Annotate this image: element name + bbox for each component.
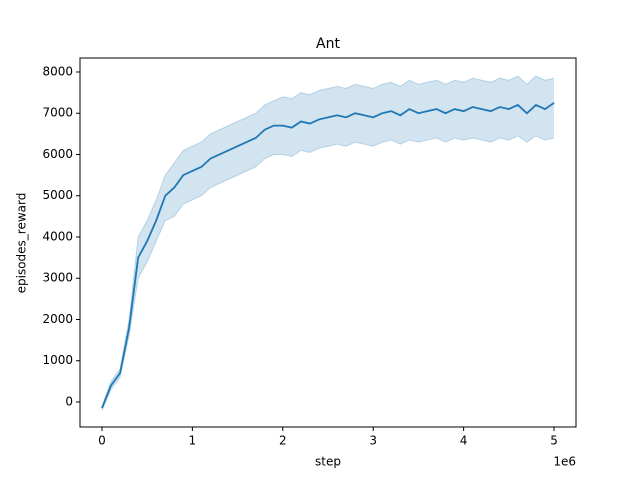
y-tick-label: 7000 xyxy=(42,106,73,120)
band-edge xyxy=(101,75,555,407)
x-tick-label: 4 xyxy=(460,434,468,448)
x-tick-label: 0 xyxy=(98,434,106,448)
y-tick-label: 3000 xyxy=(42,271,73,285)
mean-line xyxy=(101,102,555,409)
x-axis-label: step xyxy=(315,455,341,469)
y-tick-label: 4000 xyxy=(42,229,73,243)
x-tick-label: 5 xyxy=(550,434,558,448)
y-tick-label: 5000 xyxy=(42,188,73,202)
confidence-band xyxy=(101,76,555,411)
x-offset-label: 1e6 xyxy=(553,455,576,469)
band-edge xyxy=(101,135,555,411)
y-tick-label: 0 xyxy=(65,395,73,409)
y-tick-label: 8000 xyxy=(42,64,73,78)
chart-title: Ant xyxy=(316,36,340,52)
plot-frame xyxy=(79,57,577,428)
y-tick-label: 1000 xyxy=(42,353,73,367)
y-axis-label: episodes_reward xyxy=(15,193,29,294)
y-tick-label: 2000 xyxy=(42,312,73,326)
y-tick-label: 6000 xyxy=(42,147,73,161)
x-tick-label: 1 xyxy=(189,434,197,448)
x-tick-label: 2 xyxy=(279,434,287,448)
x-tick-label: 3 xyxy=(369,434,377,448)
